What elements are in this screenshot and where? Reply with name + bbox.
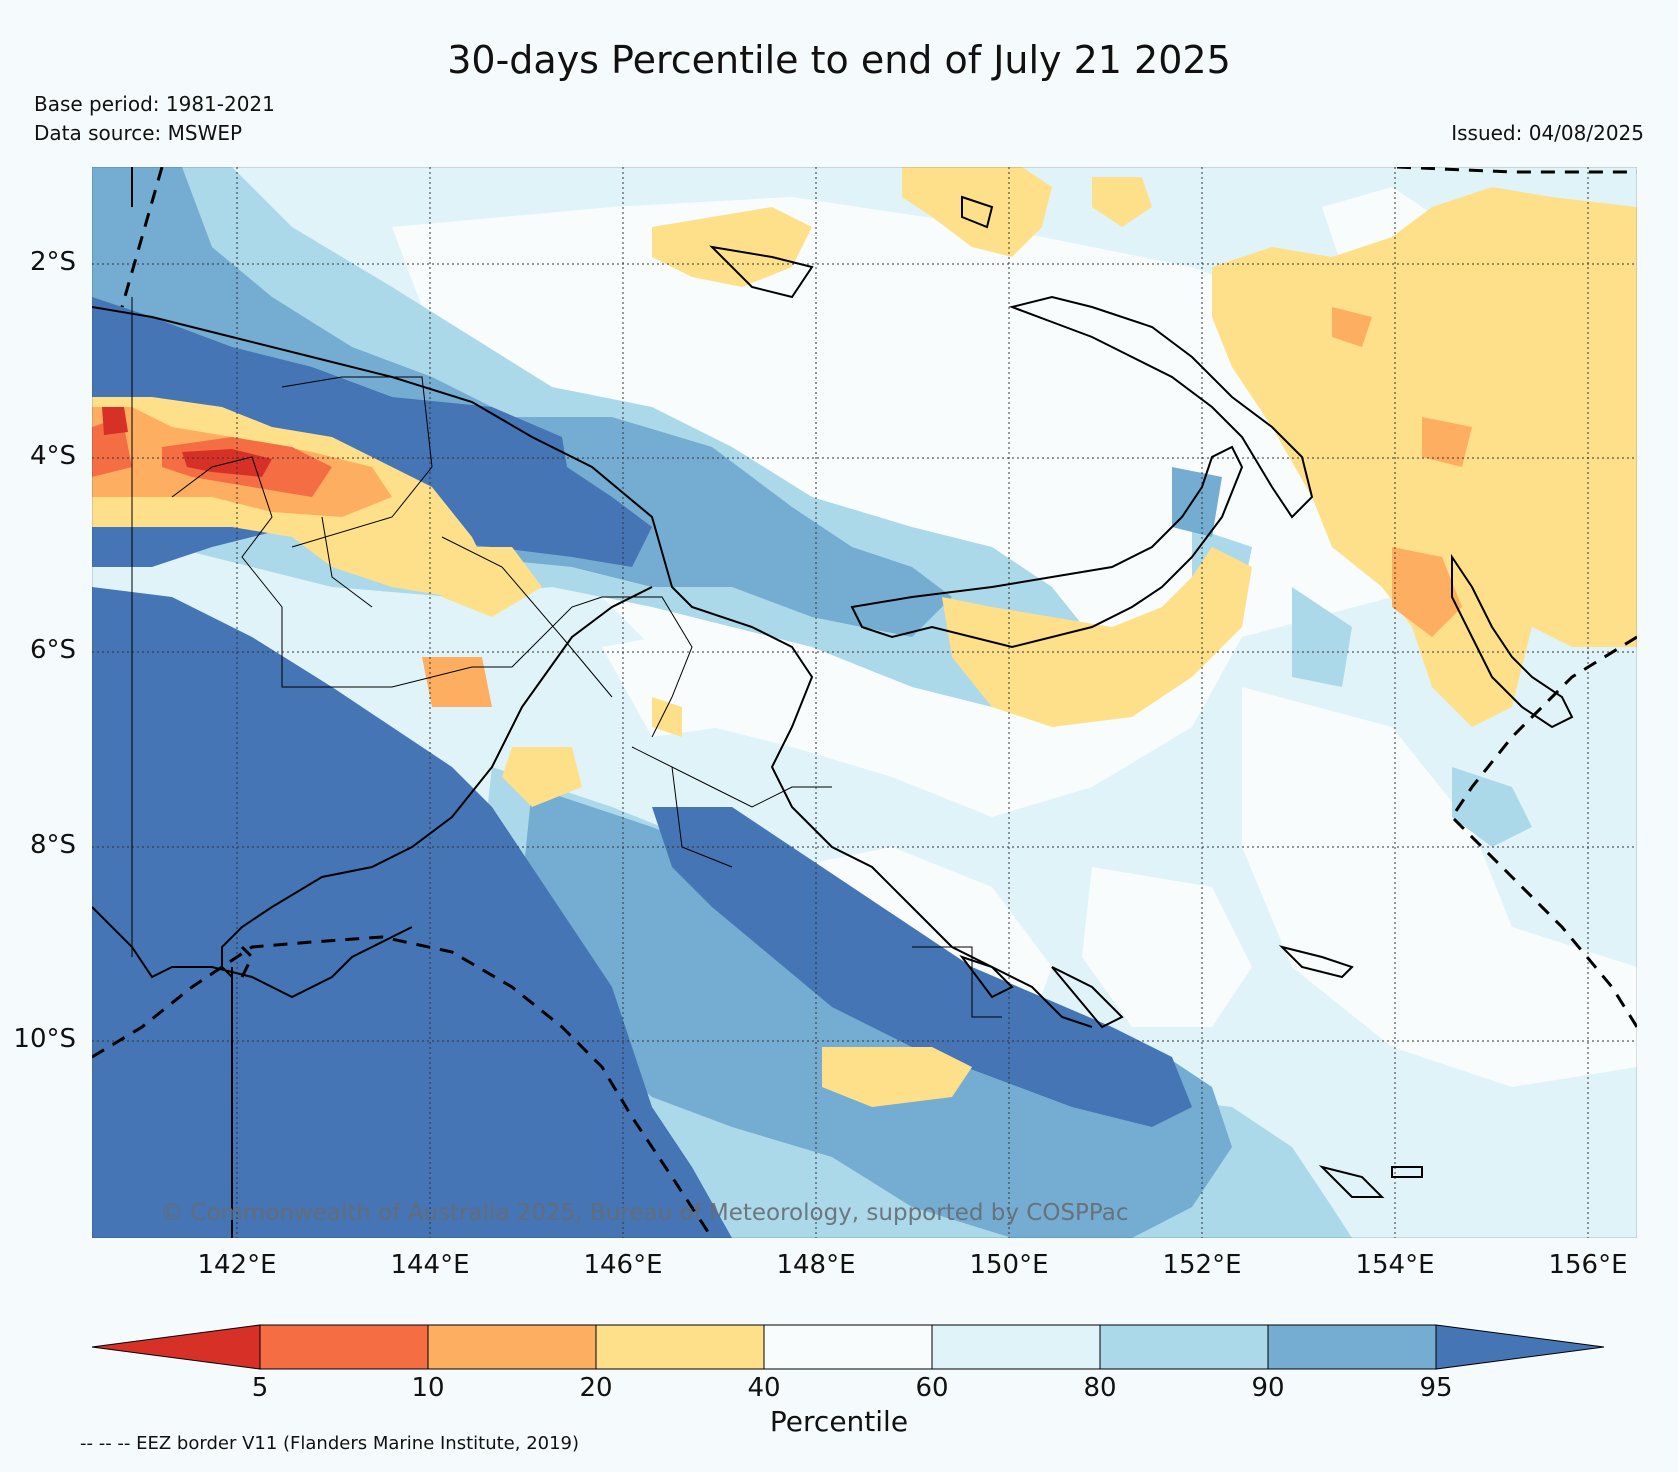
lon-label-144e: 144°E [390,1250,470,1280]
colorbar-segment-60-80 [931,1324,1101,1370]
colorbar-tick-20: 20 [579,1373,613,1403]
lon-label-142e: 142°E [197,1250,277,1280]
band-gt95 [92,297,1192,1238]
colorbar-label: Percentile [769,1405,909,1438]
percentile-map [92,167,1637,1238]
colorbar [91,1324,1605,1370]
colorbar-segment-40-60 [763,1324,933,1370]
colorbar-tick-95: 95 [1419,1373,1453,1403]
colorbar-segment-5-10 [259,1324,429,1370]
colorbar-segment-10-20 [427,1324,597,1370]
colorbar-tick-40: 40 [747,1373,781,1403]
copyright-watermark: © Commonwealth of Australia 2025, Bureau… [160,1200,1129,1226]
gridlines [92,167,1637,1238]
map-title: 30-days Percentile to end of July 21 202… [447,38,1231,82]
issued-date-text: Issued: 04/08/2025 [1451,121,1644,145]
lon-label-146e: 146°E [583,1250,663,1280]
lat-label-6s: 6°S [29,635,76,665]
colorbar-tick-60: 60 [915,1373,949,1403]
colorbar-segment-20-40 [595,1324,765,1370]
data-source-text: Data source: MSWEP [34,121,243,145]
lon-label-152e: 152°E [1162,1250,1242,1280]
colorbar-segment-gt95 [1435,1324,1605,1370]
lat-label-4s: 4°S [29,441,76,471]
colorbar-tick-90: 90 [1251,1373,1285,1403]
colorbar-segment-90-95 [1267,1324,1437,1370]
base-period-text: Base period: 1981-2021 [34,92,275,116]
lon-label-154e: 154°E [1355,1250,1435,1280]
lat-label-8s: 8°S [29,830,76,860]
lat-label-2s: 2°S [29,247,76,277]
colorbar-tick-10: 10 [411,1373,445,1403]
coastlines [92,167,1574,1238]
lon-label-156e: 156°E [1548,1250,1628,1280]
eez-borders [92,167,1637,1238]
eez-border-note: -- -- -- EEZ border V11 (Flanders Marine… [80,1433,580,1454]
lon-label-148e: 148°E [776,1250,856,1280]
province-borders [131,297,1002,1018]
colorbar-segment-lt5 [91,1324,261,1370]
colorbar-segment-80-90 [1099,1324,1269,1370]
colorbar-tick-5: 5 [251,1373,269,1403]
colorbar-tick-80: 80 [1083,1373,1117,1403]
lat-label-10s: 10°S [13,1024,76,1054]
lon-label-150e: 150°E [969,1250,1049,1280]
